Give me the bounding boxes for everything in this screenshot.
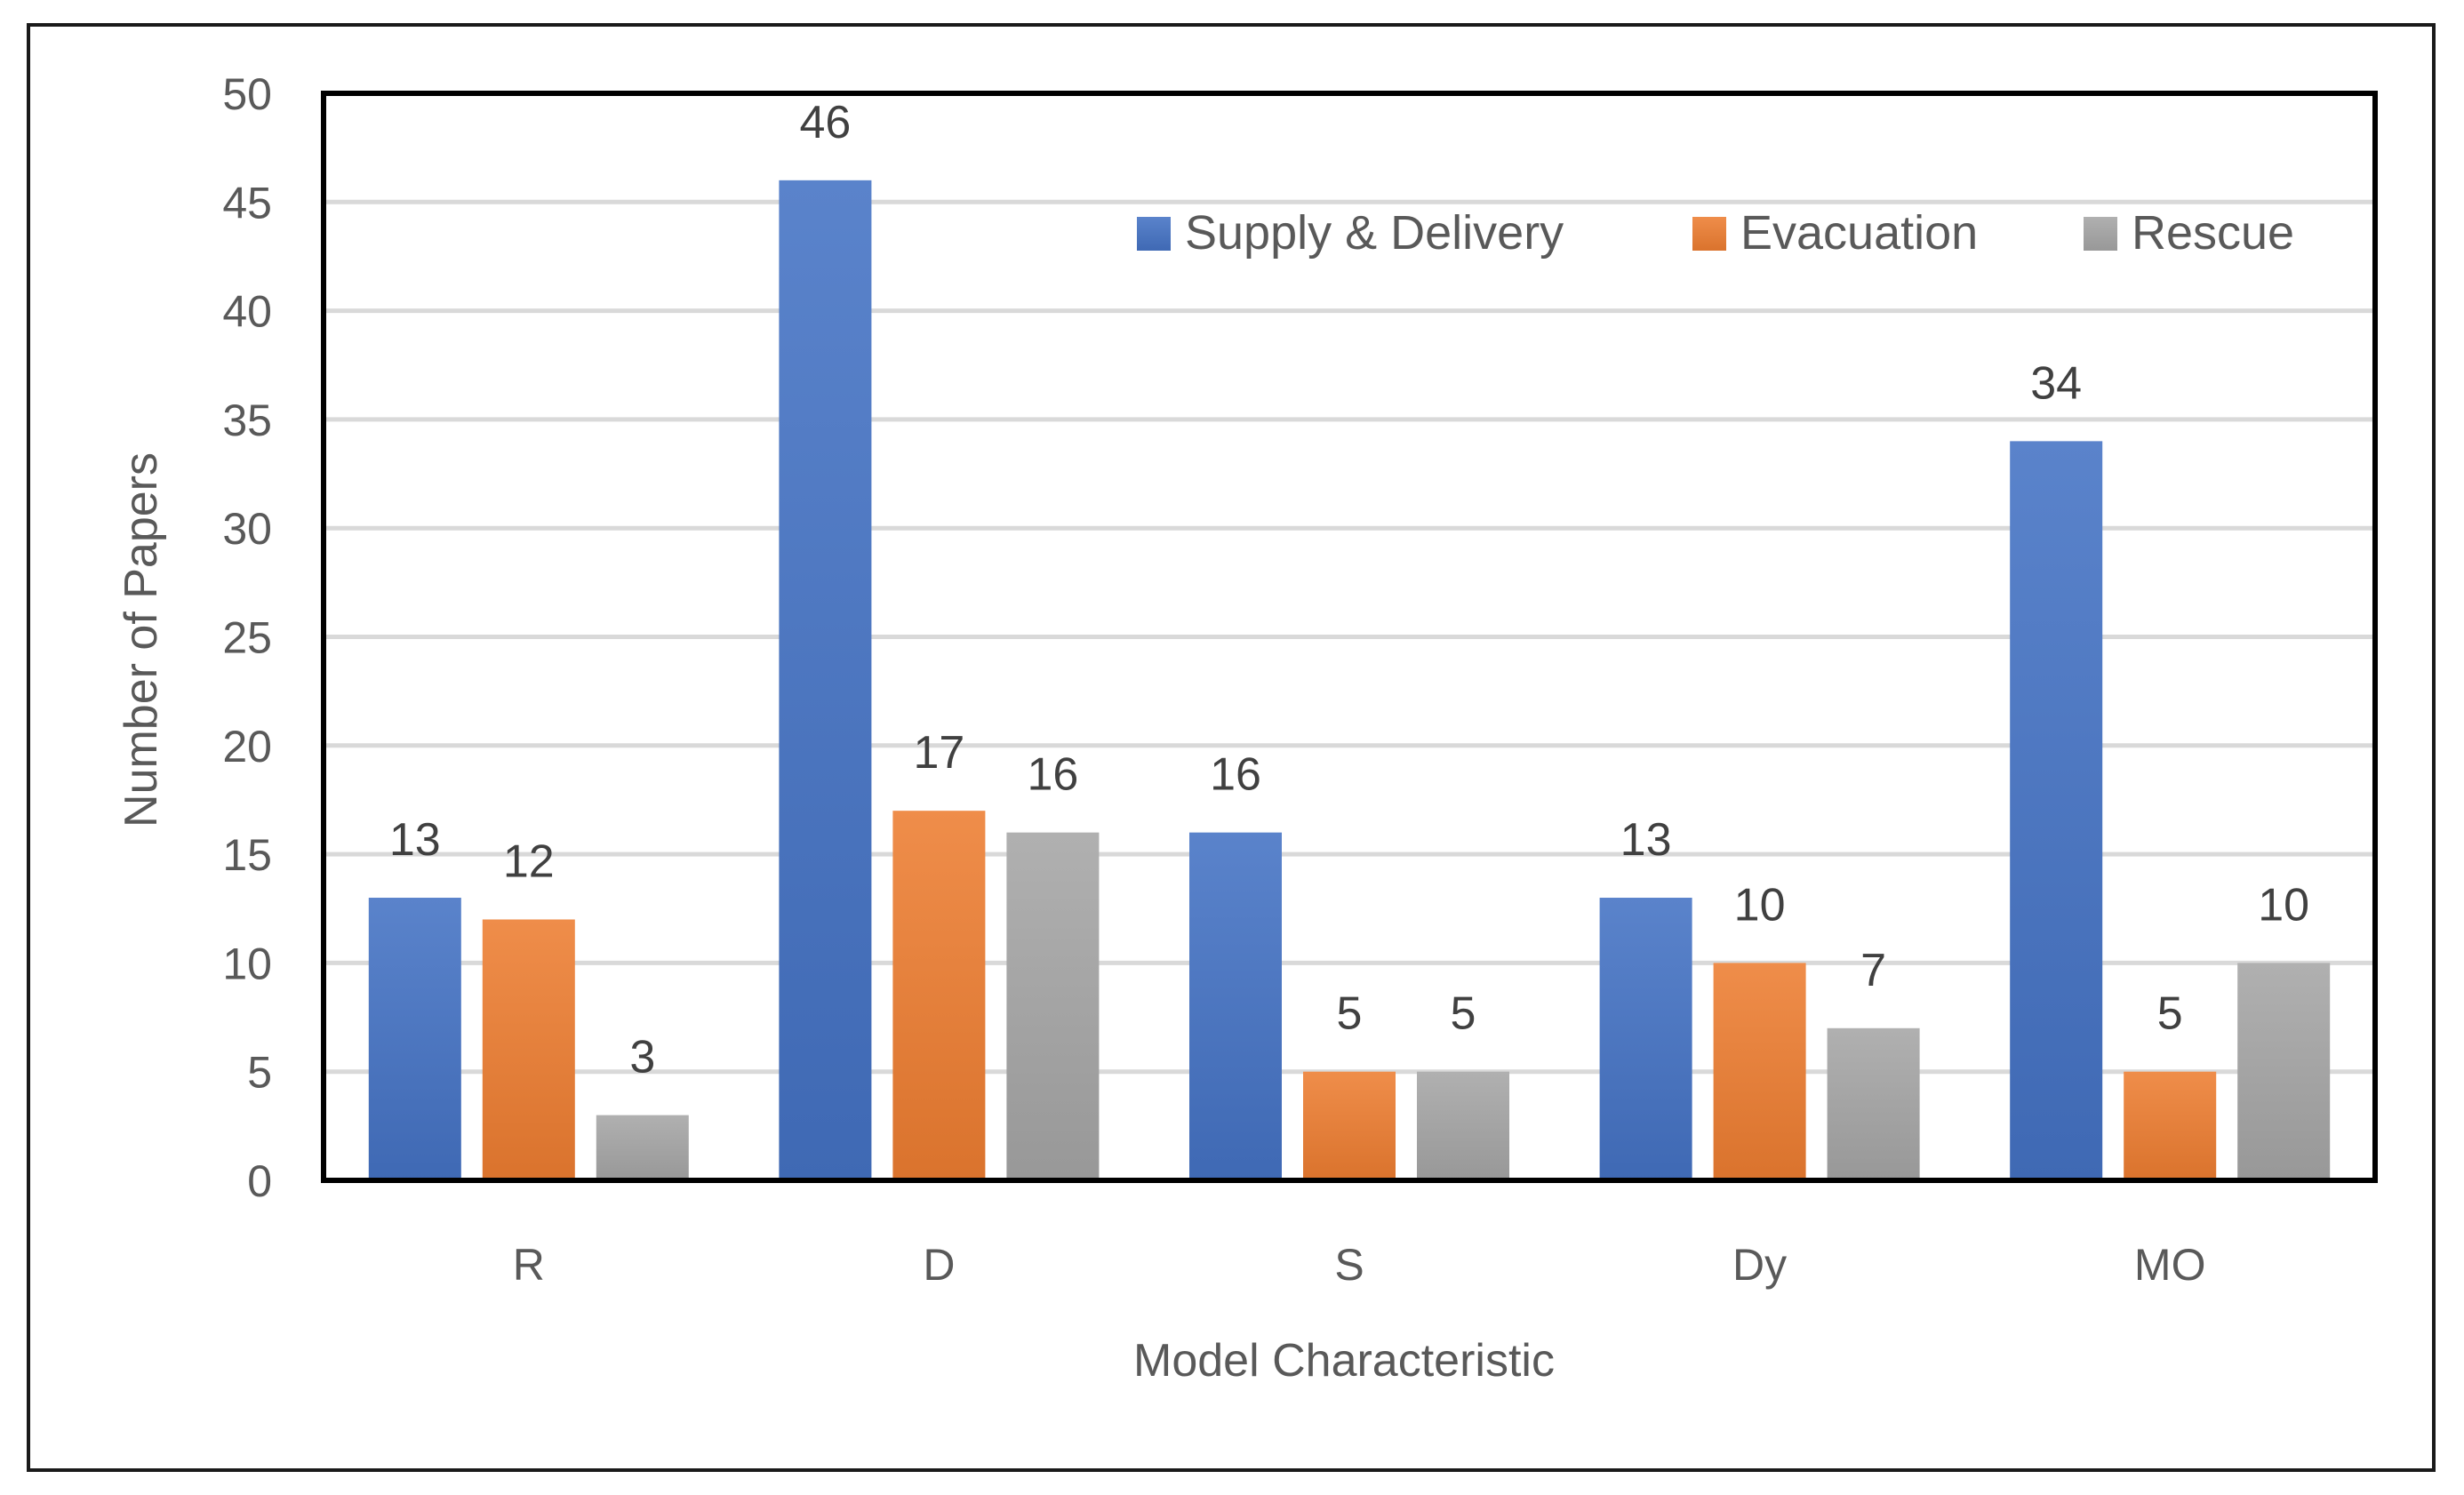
x-category-label: MO: [2134, 1240, 2206, 1290]
bar-rescue-d: [1006, 832, 1100, 1180]
data-label-rescue-d: 16: [1027, 749, 1078, 801]
data-label-evacuation-d: 17: [913, 727, 964, 779]
y-tick-label: 5: [247, 1048, 272, 1098]
legend-label-rescue: Rescue: [2132, 206, 2294, 260]
bar-evacuation-dy: [1713, 963, 1806, 1180]
x-category-label: Dy: [1732, 1240, 1787, 1290]
data-label-rescue-dy: 7: [1860, 945, 1886, 996]
x-category-label: S: [1334, 1240, 1364, 1290]
bar-rescue-dy: [1827, 1027, 1920, 1180]
data-label-supply-delivery-mo: 34: [2030, 357, 2082, 409]
legend-swatch-rescue: [2084, 217, 2117, 251]
bar-evacuation-r: [482, 919, 575, 1180]
bar-evacuation-s: [1303, 1071, 1396, 1180]
bar-evacuation-d: [892, 811, 986, 1180]
data-label-supply-delivery-dy: 13: [1620, 814, 1672, 866]
legend-swatch-evacuation: [1692, 217, 1726, 251]
y-axis-ticks: 0 5 10 15 20 25 30 35 40 45 50: [222, 69, 272, 1206]
y-tick-label: 40: [222, 287, 272, 337]
x-category-label: R: [513, 1240, 545, 1290]
data-label-rescue-r: 3: [629, 1032, 655, 1083]
bars: [368, 180, 2331, 1181]
data-label-evacuation-dy: 10: [1734, 879, 1786, 931]
y-tick-label: 20: [222, 722, 272, 771]
bar-rescue-s: [1417, 1071, 1509, 1180]
legend-label-supply-delivery: Supply & Delivery: [1185, 206, 1564, 260]
bar-evacuation-mo: [2124, 1071, 2217, 1180]
data-label-evacuation-mo: 5: [2157, 988, 2183, 1040]
chart-frame: 0 5 10 15 20 25 30 35 40 45 50 R D S Dy MO 13 12 3 46 17 16…: [27, 23, 2436, 1472]
data-label-evacuation-r: 12: [503, 835, 555, 887]
y-tick-label: 35: [222, 396, 272, 445]
bar-supply-delivery-d: [779, 180, 872, 1181]
legend-label-evacuation: Evacuation: [1740, 206, 1978, 260]
data-labels: 13 12 3 46 17 16 16 5 5 13 10 7 34 5 10: [389, 97, 2309, 1083]
x-axis-categories: R D S Dy MO: [513, 1240, 2206, 1290]
data-label-supply-delivery-s: 16: [1210, 749, 1261, 801]
y-tick-label: 45: [222, 178, 272, 228]
bar-supply-delivery-mo: [2010, 441, 2103, 1180]
legend: Supply & Delivery Evacuation Rescue: [1137, 206, 2294, 260]
x-category-label: D: [923, 1240, 955, 1290]
bar-supply-delivery-r: [368, 898, 461, 1180]
data-label-supply-delivery-r: 13: [389, 814, 441, 866]
data-label-supply-delivery-d: 46: [799, 97, 851, 148]
bar-supply-delivery-dy: [1599, 898, 1692, 1180]
y-tick-label: 25: [222, 613, 272, 663]
data-label-rescue-mo: 10: [2258, 879, 2309, 931]
y-tick-label: 15: [222, 830, 272, 880]
y-tick-label: 0: [247, 1156, 272, 1206]
legend-swatch-supply-delivery: [1137, 217, 1171, 251]
y-tick-label: 30: [222, 504, 272, 554]
x-axis-title: Model Characteristic: [1133, 1335, 1555, 1387]
bar-rescue-r: [596, 1115, 689, 1180]
data-label-rescue-s: 5: [1451, 988, 1476, 1040]
bar-supply-delivery-s: [1189, 832, 1282, 1180]
y-tick-label: 50: [222, 69, 272, 119]
data-label-evacuation-s: 5: [1337, 988, 1363, 1040]
y-tick-label: 10: [222, 939, 272, 988]
y-axis-title: Number of Papers: [116, 452, 167, 827]
bar-rescue-mo: [2237, 963, 2331, 1180]
gridlines: [324, 199, 2375, 1075]
bar-chart: 0 5 10 15 20 25 30 35 40 45 50 R D S Dy MO 13 12 3 46 17 16…: [116, 69, 2378, 1387]
plot-area-border: [321, 91, 2378, 1183]
